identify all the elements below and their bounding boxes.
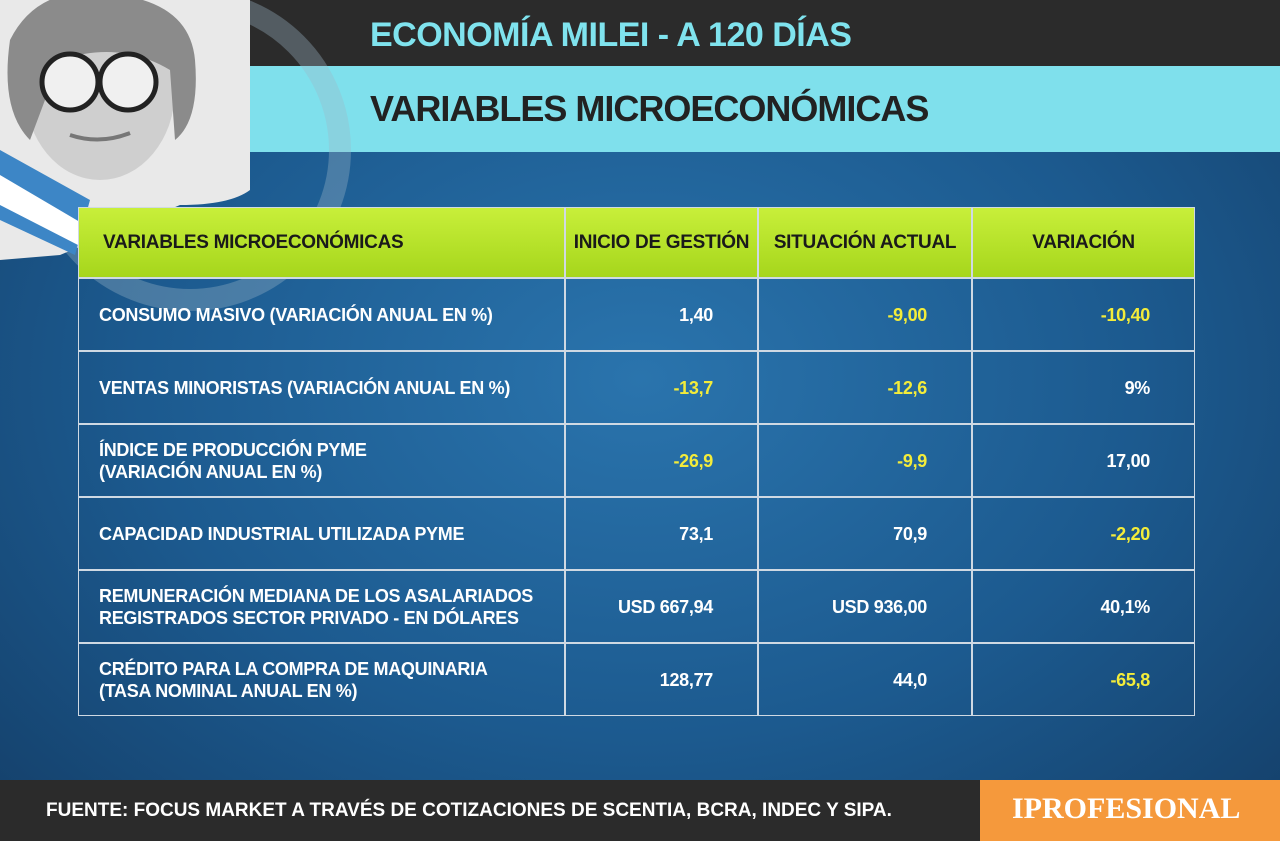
cell-value: -13,7 [565, 351, 758, 424]
cell-value: -65,8 [972, 643, 1195, 716]
title: ECONOMÍA MILEI - A 120 DÍAS [370, 16, 852, 54]
cell-value: -12,6 [758, 351, 972, 424]
row-label: CONSUMO MASIVO (VARIACIÓN ANUAL EN %) [78, 278, 565, 351]
brand-box [980, 780, 1280, 841]
row-label: CAPACIDAD INDUSTRIAL UTILIZADA PYME [78, 497, 565, 570]
row-label: ÍNDICE DE PRODUCCIÓN PYME (VARIACIÓN ANU… [78, 424, 565, 497]
column-header: VARIABLES MICROECONÓMICAS [78, 207, 565, 278]
source-note: FUENTE: FOCUS MARKET A TRAVÉS DE COTIZAC… [46, 800, 892, 821]
cell-value: 9% [972, 351, 1195, 424]
cell-value: 1,40 [565, 278, 758, 351]
cell-value: USD 667,94 [565, 570, 758, 643]
row-label: CRÉDITO PARA LA COMPRA DE MAQUINARIA (TA… [78, 643, 565, 716]
cell-value: USD 936,00 [758, 570, 972, 643]
column-header: SITUACIÓN ACTUAL [758, 207, 972, 278]
column-header: VARIACIÓN [972, 207, 1195, 278]
column-header: INICIO DE GESTIÓN [565, 207, 758, 278]
cell-value: 40,1% [972, 570, 1195, 643]
cell-value: 44,0 [758, 643, 972, 716]
cell-value: -9,00 [758, 278, 972, 351]
cell-value: 70,9 [758, 497, 972, 570]
cell-value: -2,20 [972, 497, 1195, 570]
caricature [0, 0, 351, 311]
row-label: REMUNERACIÓN MEDIANA DE LOS ASALARIADOS … [78, 570, 565, 643]
cell-value: -26,9 [565, 424, 758, 497]
cell-value: 17,00 [972, 424, 1195, 497]
cell-value: 128,77 [565, 643, 758, 716]
cell-value: -9,9 [758, 424, 972, 497]
cell-value: 73,1 [565, 497, 758, 570]
row-label: VENTAS MINORISTAS (VARIACIÓN ANUAL EN %) [78, 351, 565, 424]
brand-logo: IPROFESIONAL [1012, 792, 1241, 825]
subtitle: VARIABLES MICROECONÓMICAS [370, 88, 929, 129]
cell-value: -10,40 [972, 278, 1195, 351]
data-table: VARIABLES MICROECONÓMICAS INICIO DE GESTI… [78, 207, 1195, 716]
